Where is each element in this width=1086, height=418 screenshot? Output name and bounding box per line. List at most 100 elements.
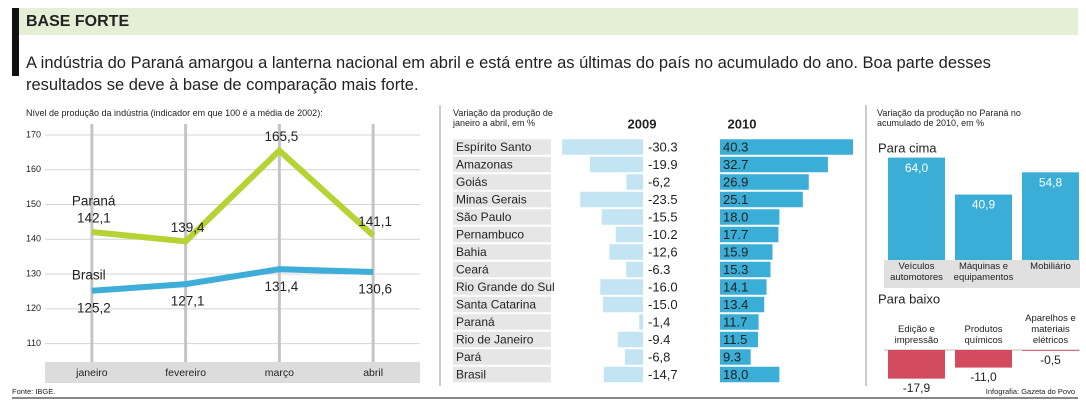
value-label: -6,8 — [648, 349, 670, 364]
value-label: 142,1 — [77, 211, 111, 226]
y-tick-label: 160 — [26, 164, 41, 174]
y-tick-label: Pará — [456, 350, 482, 364]
value-label: -30.3 — [648, 139, 678, 154]
row-band — [453, 209, 551, 225]
row-band — [453, 226, 551, 243]
y-tick-label: Ceará — [456, 263, 489, 277]
value-label: 11.7 — [723, 314, 747, 329]
bar — [720, 349, 751, 365]
chart-title: Variação da produção de janeiro a abril,… — [453, 108, 553, 129]
value-label: 127,1 — [171, 294, 205, 309]
y-tick-label: Espírito Santo — [456, 140, 532, 154]
bar — [720, 174, 809, 190]
row-band — [453, 366, 551, 383]
bar — [720, 331, 758, 348]
line-series — [91, 146, 376, 245]
title: BASE FORTE — [26, 13, 129, 30]
header-bar — [12, 8, 19, 76]
legend-label: 2009 — [628, 116, 657, 131]
bar — [639, 314, 643, 330]
row-band — [453, 331, 551, 348]
value-label: -9.4 — [648, 332, 670, 347]
x-tick-label: Veículos automotores — [890, 261, 943, 283]
value-label: -11,0 — [970, 370, 997, 384]
row-band — [453, 156, 551, 173]
chart-subtitle: Para baixo — [878, 291, 940, 306]
value-label: -12,6 — [648, 244, 678, 259]
row-band — [453, 191, 551, 208]
row-band — [453, 174, 551, 190]
value-label: 64,0 — [905, 161, 929, 175]
y-tick-label: Paraná — [456, 315, 495, 329]
value-label: 125,2 — [77, 300, 111, 315]
y-tick-label: 120 — [26, 303, 41, 313]
value-label: -16.0 — [648, 279, 678, 294]
y-tick-label: Rio de Janeiro — [456, 333, 534, 347]
value-label: 139,4 — [171, 220, 205, 235]
value-label: -23.5 — [648, 192, 678, 207]
y-tick-label: Minas Gerais — [456, 193, 527, 207]
value-label: 32.7 — [723, 157, 748, 172]
bar — [720, 139, 853, 155]
value-label: -6,2 — [648, 174, 670, 189]
y-tick-label: Goiás — [456, 175, 487, 189]
x-tick-label: Produtos químicos — [964, 324, 1003, 347]
bar — [720, 366, 780, 383]
source: Fonte: IBGE. — [12, 387, 55, 396]
value-label: 54,8 — [1039, 175, 1063, 189]
x-tick-label: fevereiro — [165, 367, 206, 379]
value-label: -6.3 — [648, 262, 670, 277]
value-label: 131,4 — [264, 279, 298, 294]
bar — [955, 194, 1012, 260]
bar — [602, 296, 643, 313]
bar — [589, 156, 643, 173]
credit: Infografia: Gazeta do Povo — [986, 387, 1075, 396]
bar — [720, 261, 771, 278]
bar — [617, 331, 643, 348]
chart-title: Nível de produção da indústria (indicado… — [26, 108, 323, 118]
y-tick-label: 140 — [26, 234, 41, 244]
bar — [624, 349, 643, 365]
x-tick-label: Máquinas e equipamentos — [953, 261, 1014, 283]
bar — [720, 296, 765, 313]
value-label: 18,0 — [723, 367, 748, 382]
y-tick-label: Amazonas — [456, 158, 513, 172]
series-label: Brasil — [72, 267, 106, 282]
y-tick-label: Pernambuco — [456, 228, 524, 242]
value-label: -19.9 — [648, 157, 678, 172]
bar — [615, 226, 643, 243]
value-label: 25.1 — [723, 192, 748, 207]
bar — [888, 157, 945, 260]
bar — [562, 139, 643, 155]
bar — [1022, 172, 1079, 260]
category-band — [884, 260, 1080, 288]
y-tick-label: 170 — [26, 129, 41, 139]
bar — [720, 279, 767, 295]
chart-title: Variação da produção no Paraná no acumul… — [877, 108, 1021, 129]
x-tick-label: Mobiliário — [1030, 261, 1071, 272]
x-tick-label: abril — [363, 367, 383, 379]
line-series — [91, 266, 374, 294]
bar — [720, 244, 773, 260]
y-tick-label: Bahia — [456, 245, 487, 259]
bar — [720, 156, 828, 173]
category-band — [45, 362, 420, 383]
value-label: 40.3 — [723, 139, 748, 154]
value-label: 9.3 — [723, 349, 741, 364]
bar — [601, 209, 643, 225]
bar — [720, 191, 803, 208]
value-label: 40,9 — [972, 198, 996, 212]
value-label: -15.0 — [648, 297, 678, 312]
value-label: 165,5 — [264, 129, 298, 144]
bar — [1022, 350, 1079, 351]
row-band — [453, 279, 551, 295]
value-label: -15.5 — [648, 209, 678, 224]
row-band — [453, 349, 551, 365]
legend-label: 2010 — [728, 116, 757, 131]
bar — [720, 226, 779, 243]
intro: A indústria do Paraná amargou a lanterna… — [26, 54, 991, 94]
value-label: 15.9 — [723, 244, 748, 259]
value-label: 14.1 — [723, 279, 748, 294]
value-label: 11.5 — [723, 332, 747, 347]
